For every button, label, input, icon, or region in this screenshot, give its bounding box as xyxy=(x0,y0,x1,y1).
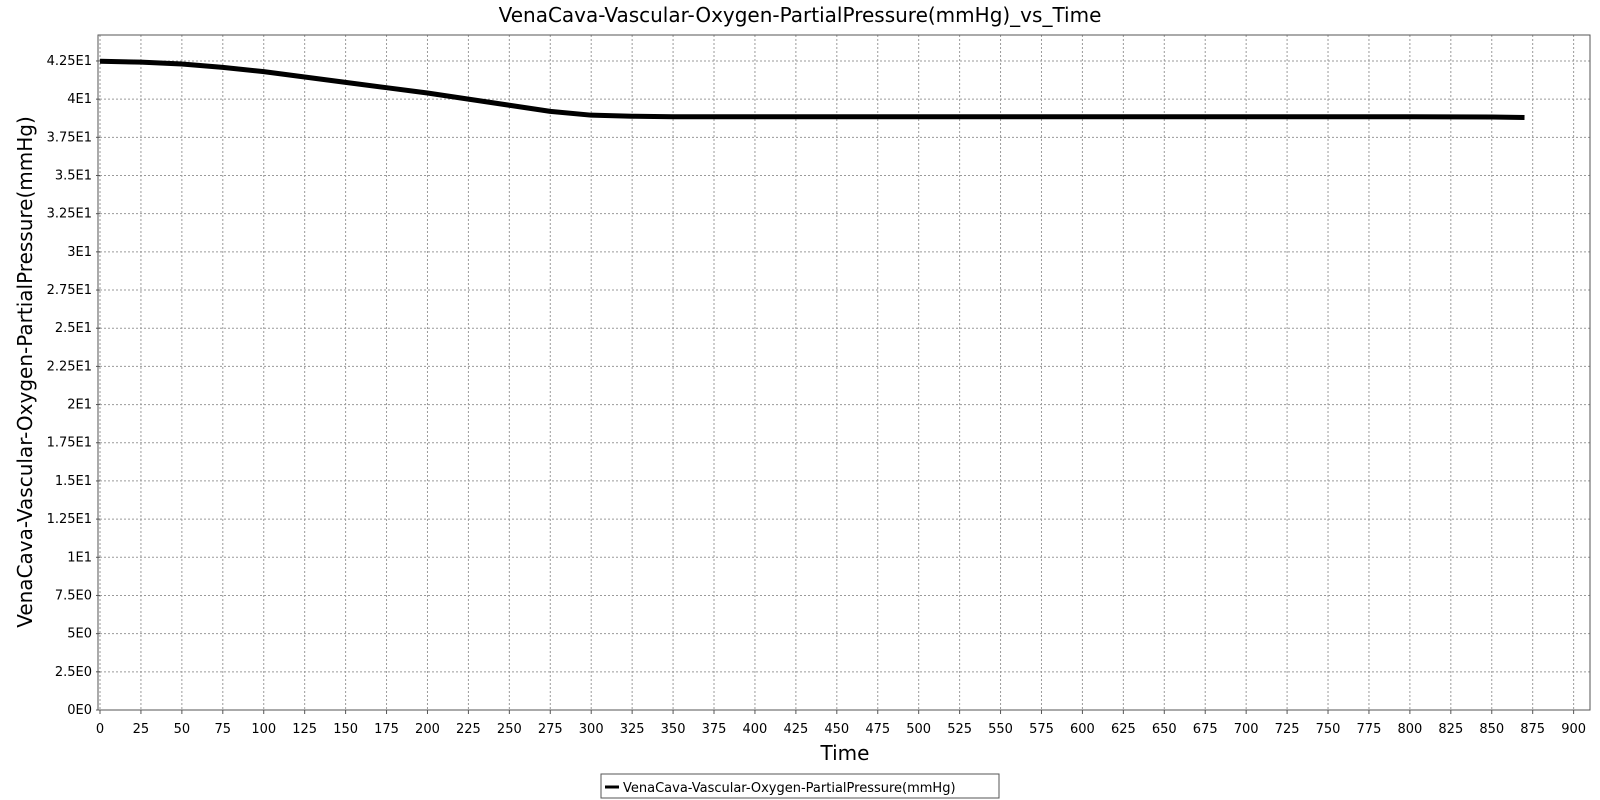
y-tick-label: 1E1 xyxy=(67,550,92,565)
y-tick-label: 2E1 xyxy=(67,398,92,413)
series-line xyxy=(99,58,1525,120)
x-axis-ticks: 0 25 50 75 100 125 150 175 200 225 250 275 300 325 350… xyxy=(96,710,1586,737)
x-tick-label: 550 xyxy=(988,722,1013,737)
y-tick-label: 1.75E1 xyxy=(47,436,92,451)
y-tick-label: 3E1 xyxy=(67,245,92,260)
x-tick-label: 400 xyxy=(743,722,768,737)
grid xyxy=(99,35,1590,711)
legend-box xyxy=(600,773,1000,799)
x-tick-label: 375 xyxy=(702,722,727,737)
x-axis-label: Time xyxy=(820,741,870,765)
y-tick-label: 1.25E1 xyxy=(47,512,92,527)
y-axis-ticks: 0E0 2.5E0 5E0 7.5E0 1E1 1.25E1 1.5E1 1.75E1 2E1 2… xyxy=(47,54,100,718)
x-tick-label: 725 xyxy=(1275,722,1300,737)
x-tick-label: 50 xyxy=(174,722,191,737)
x-tick-label: 875 xyxy=(1520,722,1545,737)
x-tick-label: 250 xyxy=(497,722,522,737)
y-tick-label: 4.25E1 xyxy=(47,54,92,69)
x-tick-label: 525 xyxy=(947,722,972,737)
x-tick-label: 575 xyxy=(1029,722,1054,737)
x-tick-label: 175 xyxy=(374,722,399,737)
y-tick-label: 2.75E1 xyxy=(47,283,92,298)
x-tick-label: 675 xyxy=(1193,722,1218,737)
x-tick-label: 225 xyxy=(456,722,481,737)
x-tick-label: 475 xyxy=(865,722,890,737)
x-tick-label: 750 xyxy=(1316,722,1341,737)
y-tick-label: 3.75E1 xyxy=(47,130,92,145)
x-tick-label: 500 xyxy=(906,722,931,737)
x-tick-label: 125 xyxy=(292,722,317,737)
y-tick-label: 4E1 xyxy=(67,92,92,107)
x-tick-label: 0 xyxy=(96,722,104,737)
y-tick-label: 0E0 xyxy=(67,703,92,718)
chart-title: VenaCava-Vascular-Oxygen-PartialPressure… xyxy=(499,3,1102,27)
plot-area xyxy=(97,34,1591,711)
y-tick-label: 2.25E1 xyxy=(47,359,92,374)
x-tick-label: 850 xyxy=(1479,722,1504,737)
x-tick-label: 275 xyxy=(538,722,563,737)
x-tick-label: 25 xyxy=(133,722,150,737)
x-tick-label: 450 xyxy=(824,722,849,737)
x-tick-label: 825 xyxy=(1438,722,1463,737)
x-tick-label: 325 xyxy=(620,722,645,737)
series-layer xyxy=(99,58,1525,120)
x-tick-label: 300 xyxy=(579,722,604,737)
y-tick-label: 2.5E0 xyxy=(55,665,92,680)
legend: VenaCava-Vascular-Oxygen-PartialPressure… xyxy=(600,773,1000,799)
x-tick-label: 75 xyxy=(215,722,232,737)
y-tick-label: 3.5E1 xyxy=(55,168,92,183)
x-tick-label: 650 xyxy=(1152,722,1177,737)
x-tick-label: 150 xyxy=(333,722,358,737)
x-tick-label: 700 xyxy=(1234,722,1259,737)
y-axis-label: VenaCava-Vascular-Oxygen-PartialPressure… xyxy=(13,116,37,628)
y-tick-label: 1.5E1 xyxy=(55,474,92,489)
x-tick-label: 900 xyxy=(1561,722,1586,737)
x-tick-label: 350 xyxy=(661,722,686,737)
y-tick-label: 7.5E0 xyxy=(55,588,92,603)
x-tick-label: 100 xyxy=(251,722,276,737)
x-tick-label: 800 xyxy=(1397,722,1422,737)
y-tick-label: 5E0 xyxy=(67,627,92,642)
y-tick-label: 2.5E1 xyxy=(55,321,92,336)
legend-label: VenaCava-Vascular-Oxygen-PartialPressure… xyxy=(623,781,956,796)
x-tick-label: 425 xyxy=(783,722,808,737)
x-tick-label: 200 xyxy=(415,722,440,737)
x-tick-label: 625 xyxy=(1111,722,1136,737)
x-tick-label: 775 xyxy=(1357,722,1382,737)
y-tick-label: 3.25E1 xyxy=(47,207,92,222)
x-tick-label: 600 xyxy=(1070,722,1095,737)
